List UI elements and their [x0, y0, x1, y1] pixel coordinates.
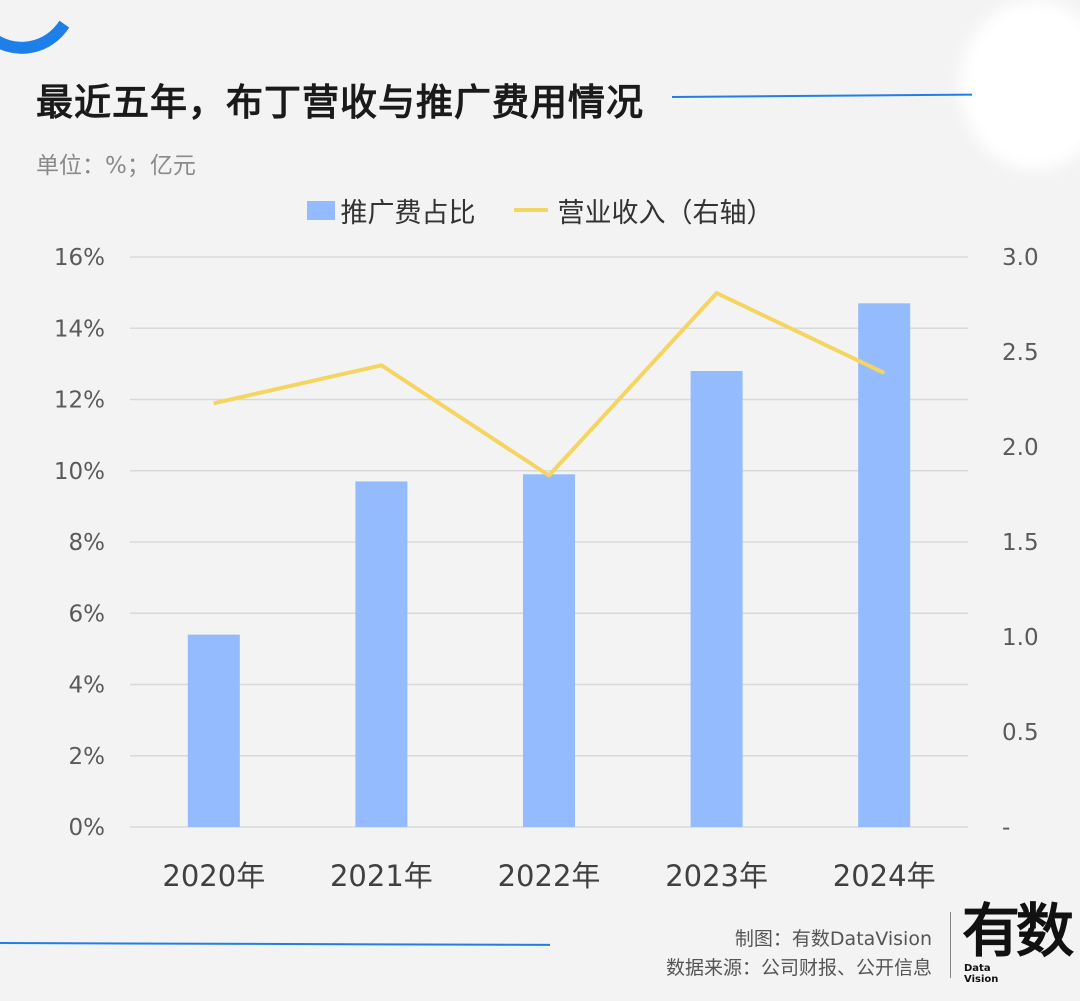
y-right-tick-label: - — [1002, 815, 1010, 841]
datavision-logo: 有数 Data Vision — [962, 897, 1074, 1000]
legend-item-bar: 推广费占比 — [306, 191, 476, 230]
line-point — [548, 475, 550, 476]
logo-subtext: Data Vision — [964, 963, 998, 985]
bar — [858, 303, 911, 827]
bar — [355, 481, 408, 827]
corner-glow-decoration — [960, 0, 1080, 170]
y-left-tick-label: 10% — [54, 459, 105, 485]
y-left-tick-label: 16% — [54, 245, 105, 271]
y-right-tick-label: 3.0 — [1002, 245, 1039, 271]
legend-item-line: 营业收入（右轴） — [513, 191, 774, 230]
bar — [523, 474, 575, 827]
line-point — [213, 402, 215, 404]
y-left-tick-label: 8% — [69, 530, 106, 556]
chart-title: 最近五年，布丁营收与推广费用情况 — [36, 81, 644, 124]
x-tick-label: 2024年 — [833, 859, 936, 893]
x-tick-label: 2022年 — [498, 859, 601, 893]
y-left-tick-label: 4% — [69, 673, 106, 699]
line-point — [716, 292, 718, 294]
y-left-tick-label: 0% — [69, 815, 106, 841]
legend-label-bar: 推广费占比 — [340, 197, 476, 229]
legend: 推广费占比 营业收入（右轴） — [0, 190, 1080, 230]
line-point — [883, 372, 885, 374]
x-tick-label: 2021年 — [330, 859, 433, 893]
y-left-tick-label: 14% — [54, 316, 105, 342]
y-right-tick-label: 2.0 — [1002, 435, 1039, 461]
y-left-tick-label: 12% — [54, 388, 105, 414]
legend-swatch-line — [513, 208, 548, 212]
y-right-tick-label: 2.5 — [1002, 340, 1039, 366]
y-right-tick-label: 1.0 — [1002, 625, 1039, 651]
y-right-tick-label: 0.5 — [1002, 720, 1039, 746]
y-right-tick-label: 1.5 — [1002, 530, 1039, 556]
credit-made-by: 制图：有数DataVision — [734, 928, 932, 950]
line-point — [380, 364, 382, 366]
x-tick-label: 2023年 — [665, 859, 768, 893]
y-left-tick-label: 6% — [69, 601, 106, 627]
logo-glyph: 有数 — [962, 897, 1074, 965]
logo-sub-data: Data — [964, 963, 991, 974]
logo-separator — [950, 912, 951, 978]
legend-swatch-bar — [306, 200, 335, 220]
credit-source: 数据来源：公司财报、公开信息 — [665, 957, 932, 979]
y-left-tick-label: 2% — [69, 744, 106, 770]
legend-label-line: 营业收入（右轴） — [557, 197, 774, 229]
bar — [690, 371, 743, 827]
x-tick-label: 2020年 — [162, 859, 265, 893]
revenue-line — [213, 291, 886, 478]
logo-sub-vision: Vision — [964, 974, 999, 985]
bar — [187, 634, 240, 827]
unit-label: 单位：%；亿元 — [36, 153, 196, 179]
